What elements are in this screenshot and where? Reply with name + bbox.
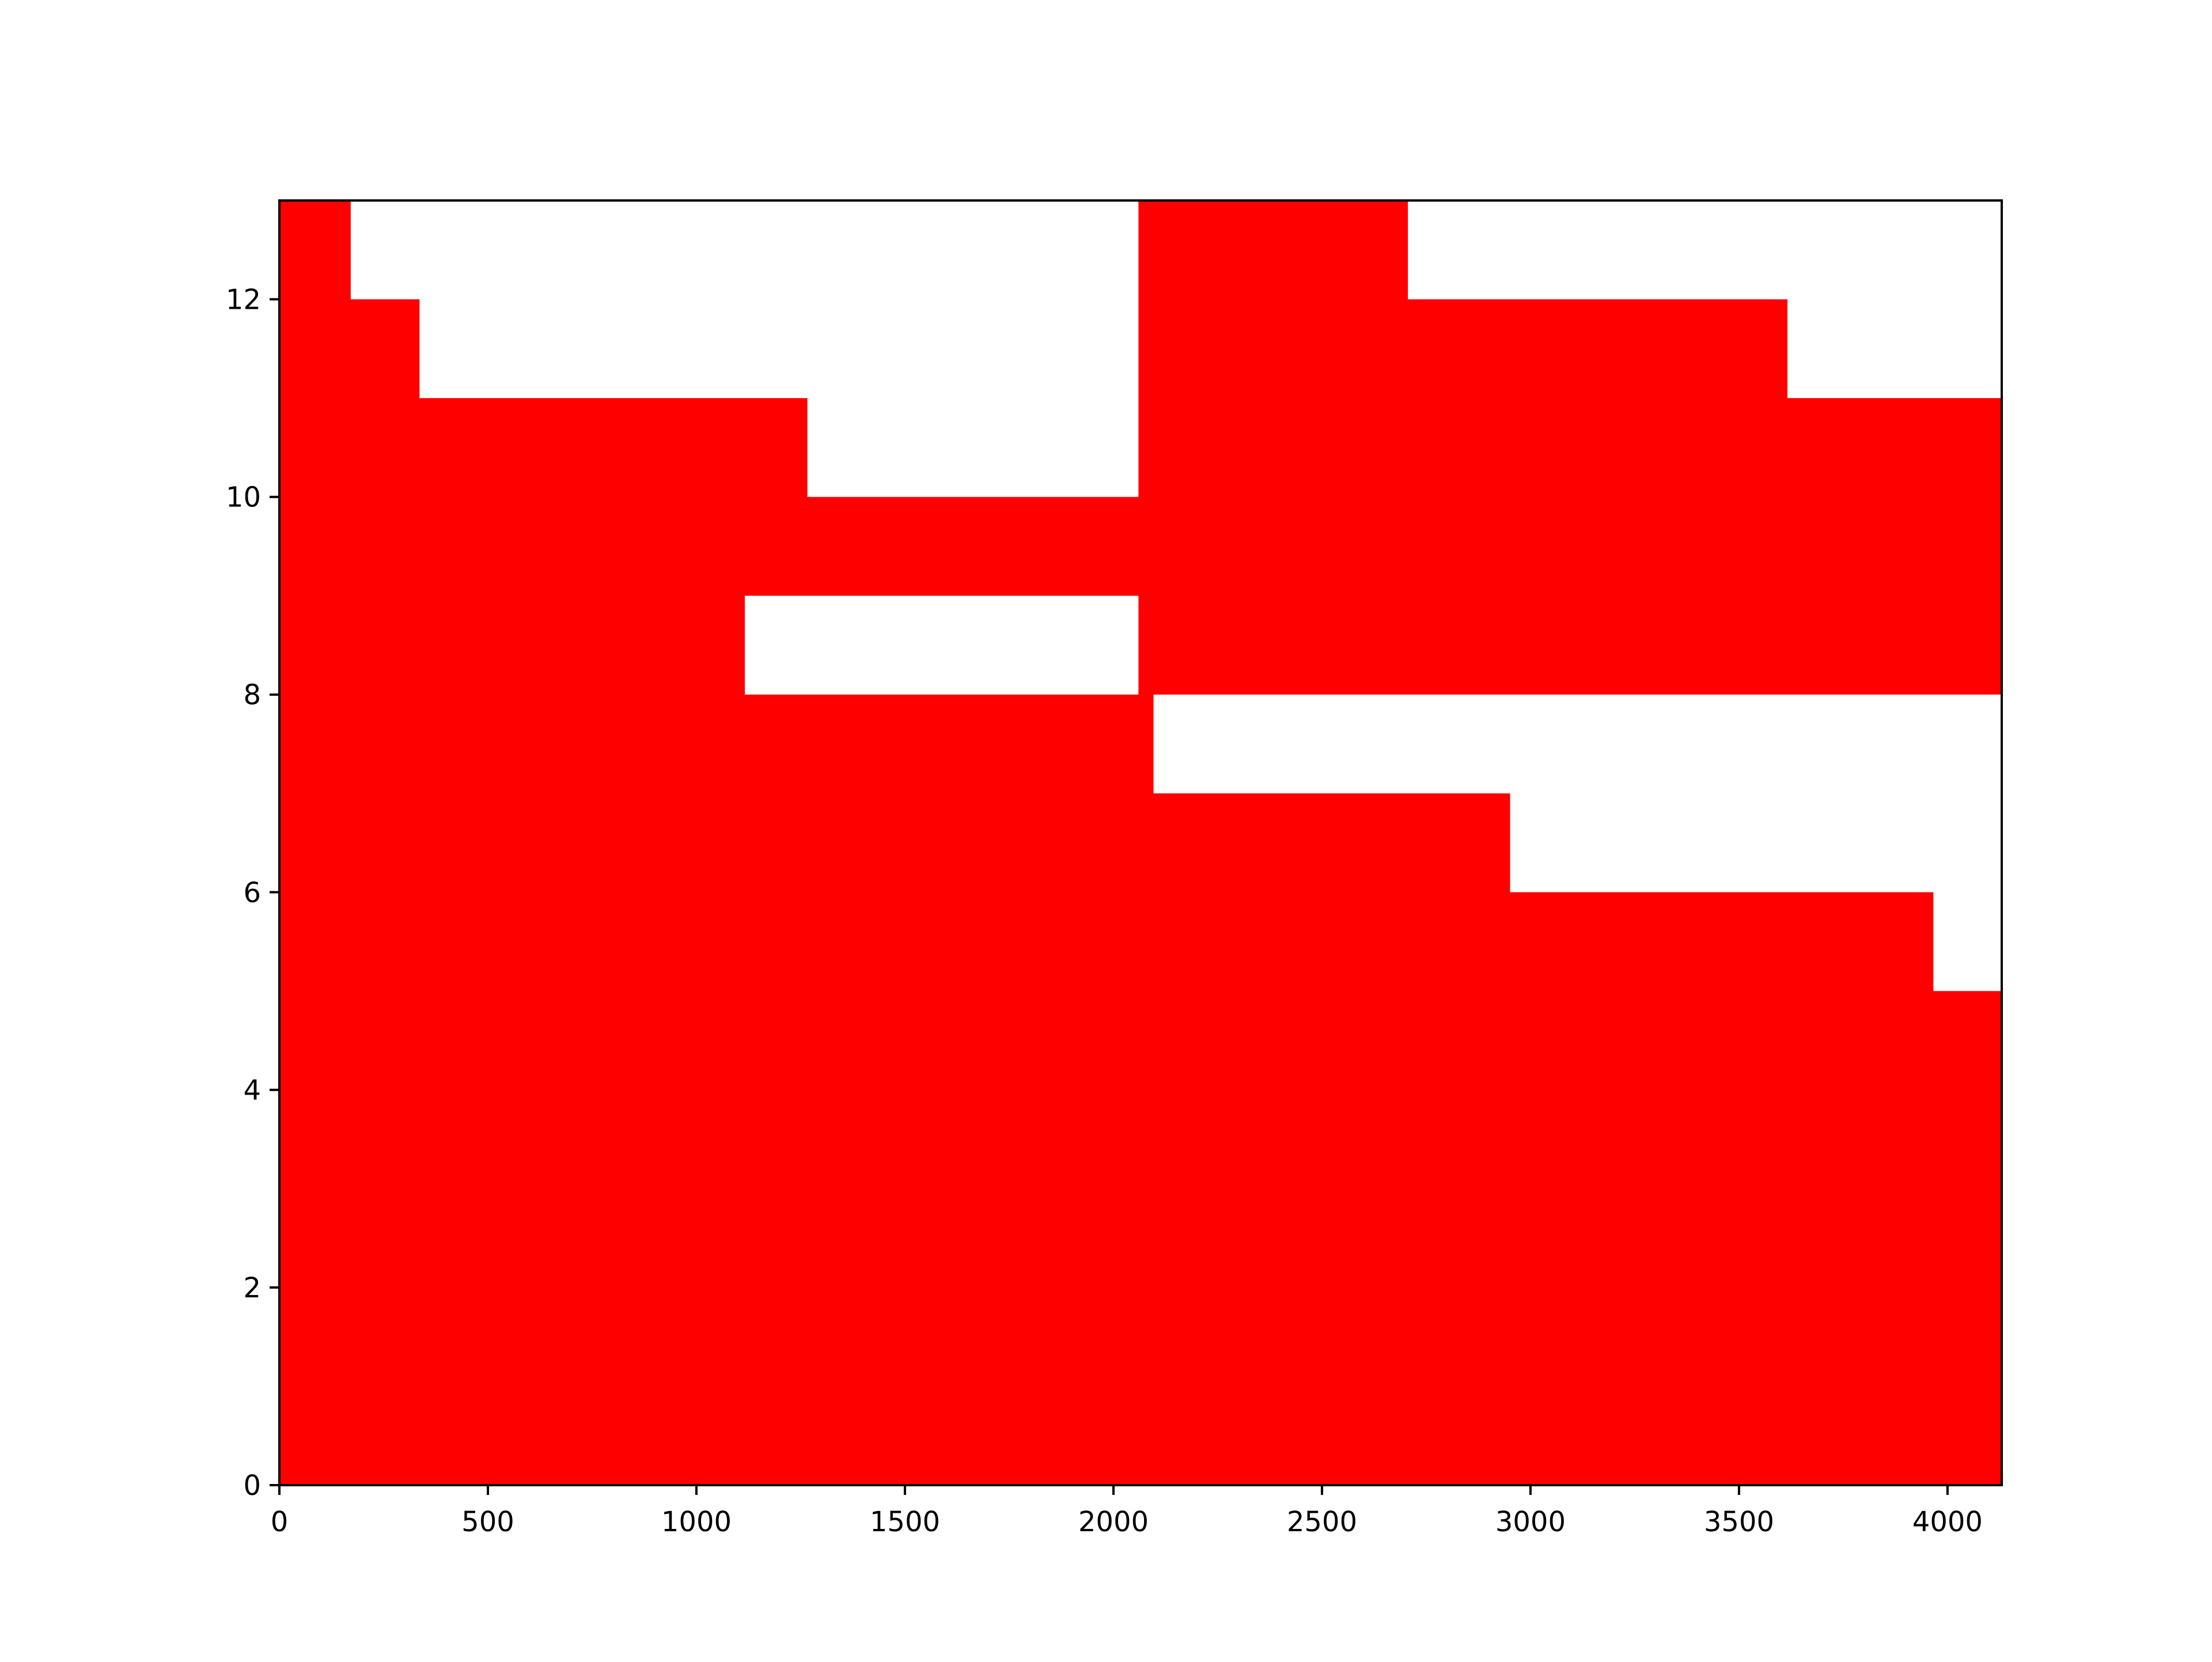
x-axis: 0 500 1000 1500 2000 2500 3000 3500 4000: [271, 1485, 1983, 1538]
y-axis: 0 2 4 6 8 10 12: [226, 284, 279, 1502]
y-tick-label-6: 12: [226, 284, 261, 316]
plot-area: [279, 200, 2002, 1485]
fill-region-9: [1153, 200, 1408, 695]
fill-region-14: [1787, 892, 1934, 1485]
x-tick-label-0: 0: [271, 1506, 289, 1538]
y-tick-label-1: 2: [243, 1272, 261, 1304]
fill-region-8: [1153, 793, 1408, 1485]
fill-region-10: [1407, 793, 1510, 1485]
y-tick-label-3: 6: [243, 877, 261, 909]
fill-region-7: [1138, 200, 1154, 1485]
fill-region-2: [419, 398, 745, 1485]
fill-region-3: [744, 694, 808, 1485]
x-tick-label-3: 1500: [870, 1506, 940, 1538]
x-tick-label-4: 2000: [1078, 1506, 1149, 1538]
x-tick-label-8: 4000: [1912, 1506, 1983, 1538]
y-tick-label-0: 0: [243, 1470, 261, 1502]
y-tick-label-4: 8: [243, 679, 261, 711]
fill-region-16: [1933, 991, 2002, 1485]
axes-frame: [278, 199, 2003, 1486]
x-tick-label-7: 3500: [1704, 1506, 1774, 1538]
fill-region-12: [1509, 892, 1787, 1485]
fill-region-13: [1509, 299, 1787, 695]
x-tick-label-5: 2500: [1287, 1506, 1357, 1538]
fill-region-15: [1787, 398, 1934, 695]
x-tick-label-2: 1000: [661, 1506, 732, 1538]
fill-region-4: [744, 398, 808, 596]
y-tick-label-5: 10: [226, 482, 261, 514]
fill-region-0: [279, 200, 351, 1485]
x-tick-label-1: 500: [461, 1506, 514, 1538]
fill-region-5: [806, 694, 1139, 1485]
fill-region-17: [1933, 398, 2002, 695]
fill-region-1: [350, 299, 420, 1485]
fill-region-11: [1407, 299, 1510, 695]
fill-region-6: [806, 497, 1139, 596]
y-tick-label-2: 4: [243, 1074, 261, 1107]
x-tick-label-6: 3000: [1495, 1506, 1566, 1538]
